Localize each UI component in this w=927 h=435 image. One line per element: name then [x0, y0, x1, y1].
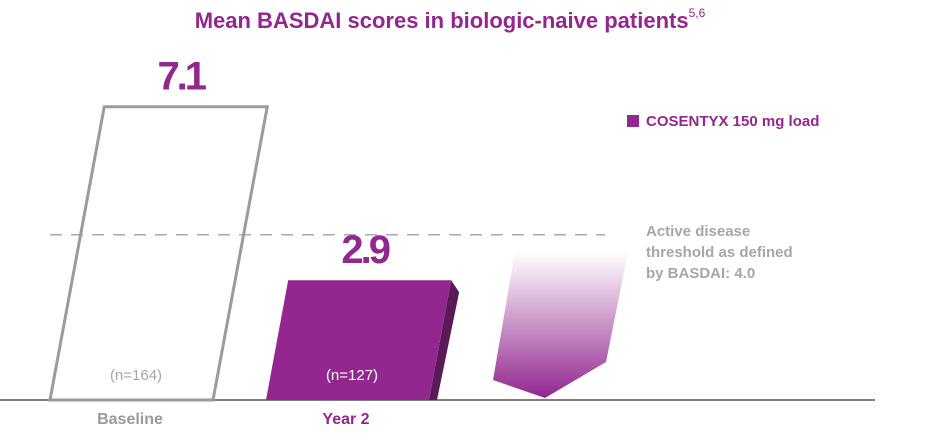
legend-swatch: [627, 115, 639, 127]
bar-shadow: [429, 280, 460, 400]
n-label: (n=127): [326, 367, 378, 384]
decorative-arrow: [493, 252, 628, 398]
x-tick-label: Year 2: [322, 411, 369, 428]
title-text: Mean BASDAI scores in biologic-naive pat…: [195, 8, 689, 33]
x-tick-label: Baseline: [97, 411, 163, 428]
n-label: (n=164): [110, 367, 162, 384]
threshold-label: Active disease threshold as defined by B…: [646, 223, 793, 282]
chart-title: Mean BASDAI scores in biologic-naive pat…: [195, 6, 706, 33]
legend-label: COSENTYX 150 mg load: [646, 113, 819, 130]
bar: [48, 105, 270, 402]
title-refs: 5,6: [689, 6, 706, 20]
value-label: 2.9: [341, 228, 389, 272]
value-label: 7.1: [157, 54, 206, 98]
bar: [266, 280, 452, 400]
